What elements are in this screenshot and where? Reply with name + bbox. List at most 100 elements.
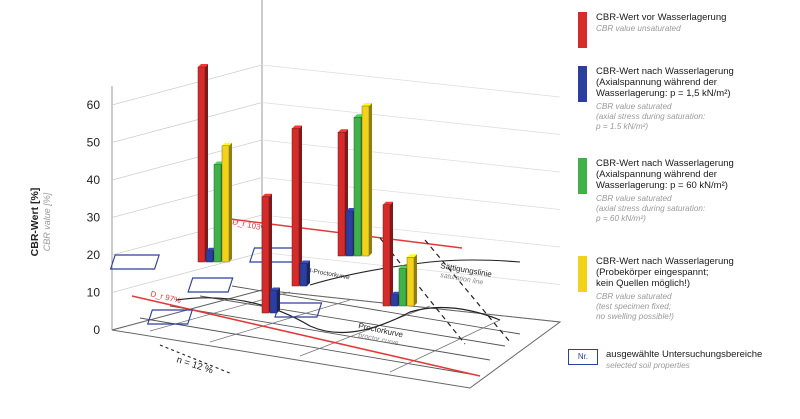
bar (291, 125, 302, 287)
bar-side-face (390, 201, 393, 306)
bar (261, 193, 272, 314)
bar-side-face (307, 260, 310, 286)
bar-front-face (269, 290, 278, 314)
bar-top-face (270, 287, 280, 291)
legend-label-en: CBR value unsaturated (596, 24, 681, 33)
y-tick-label: 30 (87, 211, 101, 225)
dashed-boundary-line (424, 239, 511, 343)
bar-top-face (214, 161, 224, 165)
floor-annotation: n = 12 % (175, 354, 215, 376)
gridline-left-wall (111, 102, 263, 143)
floor-grid-line (209, 299, 351, 343)
y-tick-label: 0 (93, 323, 100, 337)
y-tick-label: 50 (87, 136, 101, 150)
bar-side-face (269, 193, 272, 313)
bar-front-face (361, 105, 370, 257)
y-tick-label: 40 (87, 173, 101, 187)
y-tick-label: 20 (87, 248, 101, 262)
selected-region-box (146, 309, 194, 325)
bar-side-face (369, 103, 372, 256)
legend-swatch-red (578, 12, 587, 48)
bar-top-face (346, 208, 356, 211)
bar-side-face (299, 125, 302, 286)
gridline-left-wall (111, 214, 263, 256)
bar-top-face (407, 254, 417, 258)
legend-label-en: selected soil properties (606, 361, 690, 370)
selected-region-box (187, 277, 234, 293)
bar-front-face (353, 117, 362, 257)
bar (406, 254, 417, 307)
gridline-left-wall (111, 64, 263, 106)
dotted-porosity-line (159, 344, 233, 375)
floor-outline (111, 289, 562, 389)
bar-front-face (345, 210, 354, 257)
chart-bars (197, 64, 417, 314)
gridline-back-wall (261, 139, 561, 173)
gridline-back-wall (261, 64, 561, 98)
nr-box-icon: Nr. (568, 349, 598, 365)
dashed-boundary-line (379, 237, 466, 345)
y-tick-label: 60 (87, 98, 101, 112)
selected-region-box (249, 247, 300, 263)
bar-front-face (398, 268, 407, 307)
floor-grid-line (389, 319, 501, 373)
bar-front-face (390, 294, 399, 307)
bar-top-face (222, 142, 232, 146)
y-tick-label: 10 (87, 286, 101, 300)
bar (269, 287, 280, 314)
bar-side-face (414, 254, 417, 306)
floor-grid-line (299, 305, 431, 357)
floor-grid-line (169, 305, 491, 361)
bar (382, 201, 393, 307)
bar-top-face (391, 291, 401, 295)
bar-top-face (206, 247, 216, 251)
bar (197, 64, 208, 263)
legend-label-de: CBR-Wert nach Wasserlagerung (Axialspann… (596, 66, 734, 100)
bar-top-face (198, 64, 208, 67)
gridline-left-wall (111, 139, 263, 181)
gridline-back-wall (261, 214, 561, 248)
legend-label-en: CBR value saturated (test specimen fixed… (596, 292, 674, 322)
bar-front-face (406, 257, 415, 307)
gridline-back-wall (261, 102, 561, 135)
legend-label-de: CBR-Wert nach Wasserlagerung (Probekörpe… (596, 256, 734, 290)
bar-top-face (300, 260, 310, 264)
bar-top-face (383, 201, 393, 205)
bar-front-face (299, 263, 308, 287)
gridline-back-wall (261, 177, 561, 210)
legend-swatch-green (578, 158, 587, 194)
bar-side-face (205, 64, 208, 262)
red-reference-line (131, 295, 481, 377)
bar-top-face (362, 103, 372, 106)
y-axis-title: CBR-Wert [%] (29, 188, 41, 257)
proctor-curve (175, 297, 501, 334)
bar-top-face (399, 265, 409, 269)
gridline-left-wall (111, 252, 263, 293)
bar-front-face (382, 204, 391, 307)
legend-label-en: CBR value saturated (axial stress during… (596, 194, 706, 224)
bar (361, 103, 372, 257)
y-axis-title-en: CBR value [%] (42, 192, 52, 251)
floor-grid-line (139, 317, 471, 375)
legend-label-de: CBR-Wert nach Wasserlagerung (Axialspann… (596, 158, 734, 192)
bar-front-face (197, 66, 206, 263)
bar-top-face (354, 114, 364, 118)
floor-grid-line (199, 295, 506, 347)
bar-front-face (291, 128, 300, 287)
bar-front-face (221, 145, 230, 263)
legend-label-en: CBR value saturated (axial stress during… (596, 102, 706, 132)
bar-front-face (213, 164, 222, 263)
gridline-left-wall (111, 177, 263, 218)
bar-side-face (277, 287, 280, 313)
y-axis-ticks: 0 10 20 30 40 50 60 (87, 98, 101, 337)
legend-swatch-blue (578, 66, 587, 102)
bar-front-face (205, 250, 214, 263)
bar-front-face (261, 196, 270, 314)
bar-side-face (229, 142, 232, 262)
bar (299, 260, 310, 287)
bar-top-face (338, 129, 348, 133)
legend-label-de: ausgewählte Untersuchungsbereiche (606, 349, 763, 360)
legend-label-de: CBR-Wert vor Wasserlagerung (596, 12, 727, 23)
